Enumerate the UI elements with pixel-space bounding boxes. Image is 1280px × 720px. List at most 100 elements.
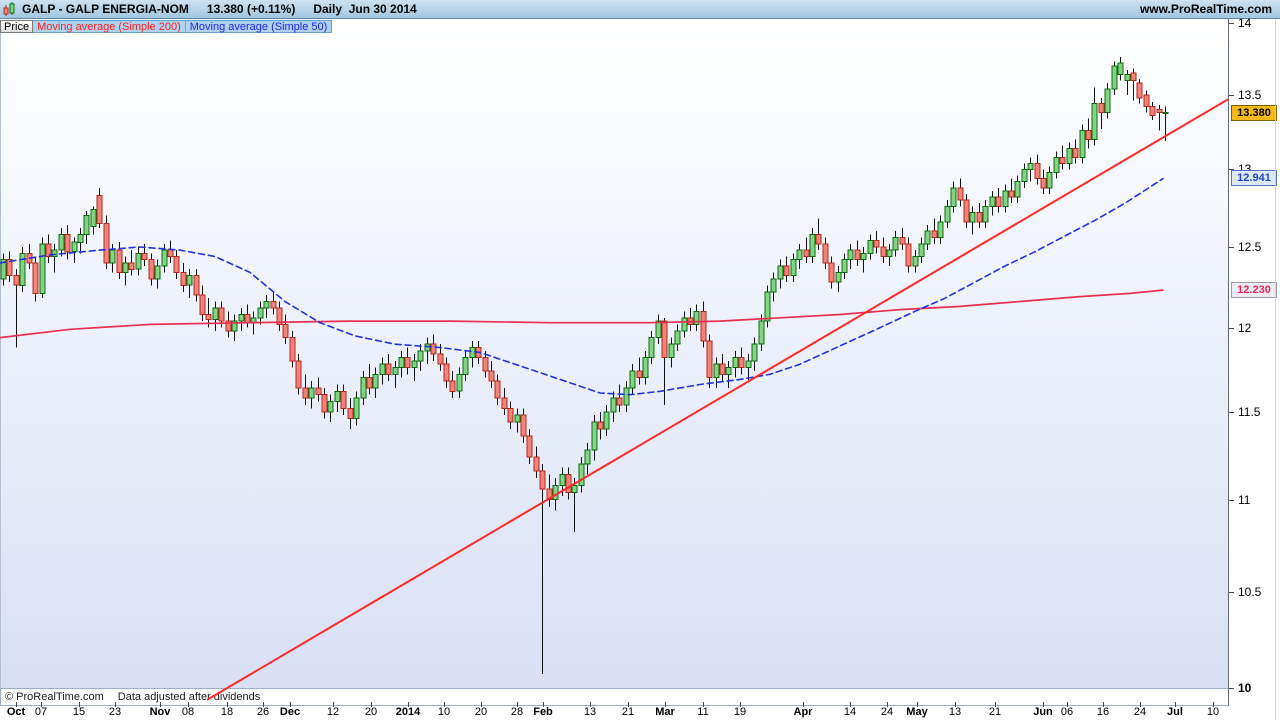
tab-price[interactable]: Price [0,20,34,33]
title-bar: GALP - GALP ENERGIA-NOM 13.380 (+0.11%) … [0,0,1280,19]
dividends-note: Data adjusted after dividends [117,691,261,703]
date-tick-mark [1213,702,1214,707]
date-tick-mark [481,702,482,707]
last-price-badge: 13.380 [1231,104,1277,121]
date-tick-label: 20 [364,706,378,718]
window-right-edge [1275,19,1276,720]
tab-moving-average-50[interactable]: Moving average (Simple 50) [189,21,328,33]
timeframe-and-date: Daily Jun 30 2014 [313,2,417,16]
date-tick-label: 11 [697,706,709,718]
date-tick-mark [703,702,704,707]
date-tick-label: Apr [793,706,813,718]
date-tick-label: 24 [880,706,894,718]
date-tick-label: 14 [843,706,857,718]
date-tick-mark [590,702,591,707]
date-tick-mark [740,702,741,707]
last-price-and-change: 13.380 (+0.11%) [206,2,296,16]
prorealtime-candle-logo-icon [3,1,16,17]
date-tick-mark [16,702,17,707]
date-tick-label: 13 [948,706,962,718]
price-tick-mark [1229,327,1234,329]
date-tick-mark [408,702,409,707]
copyright-strip: © ProRealTime.com Data adjusted after di… [0,688,1268,706]
price-tick-label: 12 [1238,320,1252,335]
indicator-tab-row: Price Moving average (Simple 200) Moving… [0,20,333,33]
date-tick-mark [263,702,264,707]
date-tick-label: 2014 [395,706,421,718]
date-tick-mark [1067,702,1068,707]
date-tick-label: Feb [533,706,553,718]
date-tick-label: 21 [988,706,1002,718]
price-axis[interactable]: 13.380 12.941 12.230 14 13.5 13 12.5 12 11.5 1… [1228,16,1280,706]
date-tick-label: Oct [6,706,26,718]
instrument-title: GALP - GALP ENERGIA-NOM [22,2,189,16]
date-tick-label: May [906,706,928,718]
date-tick-label: 18 [220,706,234,718]
price-tick-label: 11 [1238,492,1251,507]
selected-indicators-group: Moving average (Simple 200) Moving avera… [33,20,333,33]
date-tick-label: 16 [1096,706,1110,718]
price-tick-label: 14 [1238,16,1252,31]
date-tick-label: 23 [108,706,122,718]
date-tick-mark [517,702,518,707]
date-tick-mark [1140,702,1141,707]
date-tick-label: 20 [474,706,488,718]
date-tick-mark [160,702,161,707]
ma50-value-badge: 12.941 [1231,170,1277,187]
price-tick-mark [1229,688,1234,689]
date-tick-label: Jul [1167,706,1183,718]
price-tick-mark [1229,499,1234,501]
tab-moving-average-200[interactable]: Moving average (Simple 200) [33,21,186,33]
price-tick-mark [1229,591,1234,593]
date-tick-mark [1175,702,1176,707]
date-tick-label: 10 [437,706,451,718]
date-tick-label: 10 [1206,706,1220,718]
price-tick-label: 12.5 [1238,239,1262,254]
date-tick-label: Mar [655,706,675,718]
date-tick-label: 19 [733,706,747,718]
price-tick-mark [1229,246,1234,248]
date-tick-mark [995,702,996,707]
date-tick-label: 26 [256,706,270,718]
date-tick-label: 13 [583,706,597,718]
date-tick-mark [1043,702,1044,707]
ma200-value-badge: 12.230 [1231,282,1277,299]
date-tick-mark [115,702,116,707]
date-tick-mark [444,702,445,707]
date-tick-mark [333,702,334,707]
date-tick-label: 28 [510,706,524,718]
date-tick-label: 08 [181,706,195,718]
price-tick-mark [1229,169,1234,171]
date-tick-mark [628,702,629,707]
price-tick-label: 10 [1238,681,1252,695]
price-tick-mark [1229,94,1234,96]
price-tick-mark [1229,411,1234,413]
date-tick-mark [665,702,666,707]
date-axis[interactable]: Oct 07 15 23 Nov 08 18 26 Dec 12 20 2014 10 20 28 Feb 13… [0,702,1280,720]
date-tick-label: Nov [149,706,171,718]
price-tick-label: 11.5 [1238,404,1261,419]
date-tick-label: Jun [1033,706,1053,718]
date-tick-mark [79,702,80,707]
date-tick-mark [803,702,804,707]
price-tick-mark [1229,23,1234,24]
date-tick-mark [227,702,228,707]
date-tick-label: Dec [279,706,301,718]
date-tick-mark [543,702,544,707]
date-tick-mark [41,702,42,707]
date-tick-mark [917,702,918,707]
date-tick-mark [188,702,189,707]
date-tick-label: 21 [621,706,635,718]
date-tick-mark [290,702,291,707]
date-tick-label: 07 [34,706,48,718]
website-link[interactable]: www.ProRealTime.com [1139,2,1272,16]
date-tick-mark [887,702,888,707]
date-tick-label: 24 [1133,706,1147,718]
price-tick-label: 13.5 [1238,87,1262,102]
date-tick-label: 06 [1060,706,1074,718]
chart-plot-area[interactable] [0,33,1228,688]
date-tick-mark [1103,702,1104,707]
copyright-text: © ProRealTime.com [5,691,104,703]
date-tick-label: 15 [72,706,86,718]
price-tick-label: 10.5 [1238,584,1262,599]
